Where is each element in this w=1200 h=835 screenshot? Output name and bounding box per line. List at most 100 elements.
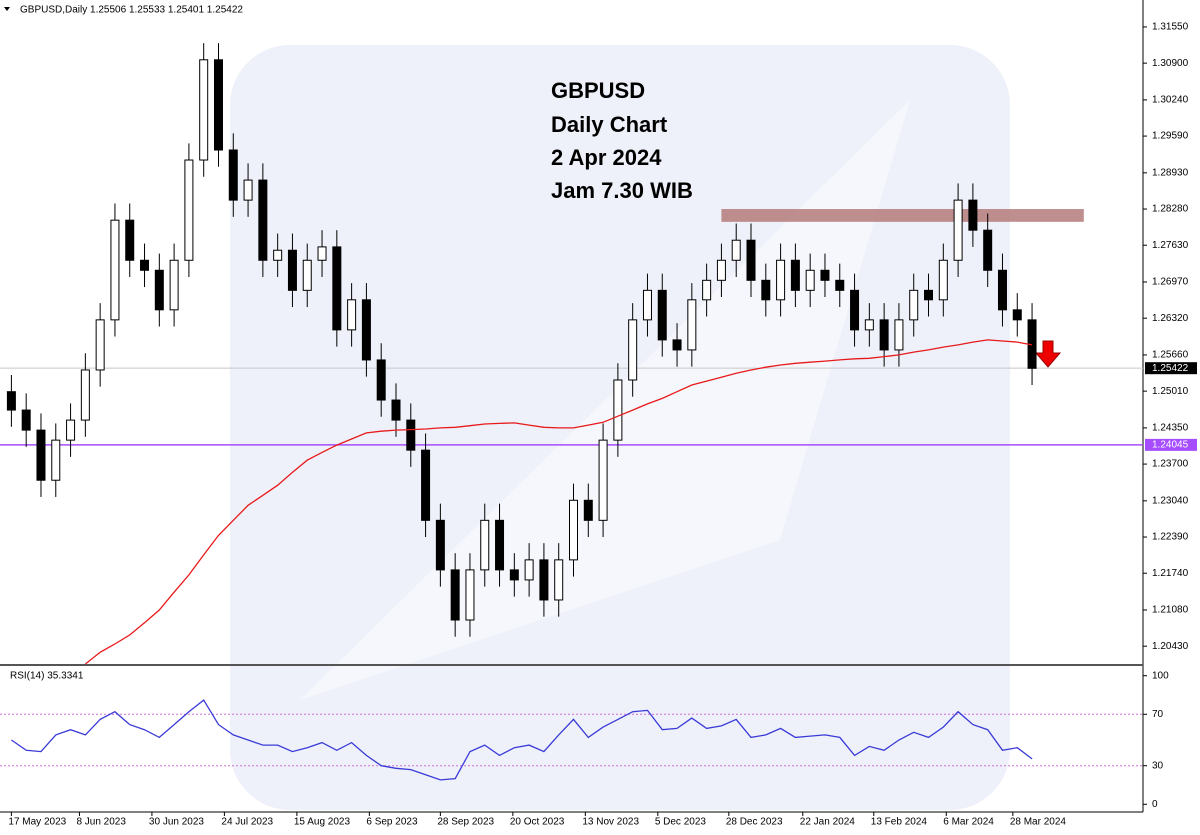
candle-body: [924, 289, 934, 301]
header: GBPUSD,Daily 1.25506 1.25533 1.25401 1.2…: [20, 5, 243, 16]
candle-body: [953, 199, 963, 261]
candle-body: [376, 359, 386, 401]
y-tick-label: 1.20430: [1152, 641, 1189, 652]
candle-body: [125, 219, 135, 261]
x-tick-label: 15 Aug 2023: [294, 817, 351, 828]
candle-body: [495, 519, 505, 571]
y-tick-label: 1.28930: [1152, 167, 1189, 178]
candle-body: [258, 179, 268, 261]
rsi-tick-label: 0: [1152, 799, 1158, 810]
candle-body: [1012, 309, 1022, 321]
candle-body: [243, 179, 253, 201]
candle-body: [228, 149, 238, 201]
rsi-tick-label: 70: [1152, 709, 1164, 720]
rsi-line: [11, 699, 1033, 781]
x-tick-label: 5 Dec 2023: [655, 817, 707, 828]
x-tick-label: 6 Mar 2024: [943, 817, 994, 828]
header-arrow: [4, 7, 10, 11]
y-tick-label: 1.26970: [1152, 277, 1189, 288]
candle-body: [95, 319, 105, 371]
candle-body: [302, 259, 312, 291]
candle-body: [938, 259, 948, 301]
y-tick-label: 1.21080: [1152, 605, 1189, 616]
candle-body: [731, 239, 741, 261]
candle-body: [273, 249, 283, 261]
resistance-zone: [721, 209, 1084, 222]
watermark-shape: [300, 100, 910, 700]
candle-body: [332, 246, 342, 331]
y-tick-label: 1.23040: [1152, 495, 1189, 506]
y-tick-label: 1.30900: [1152, 58, 1189, 69]
candle-body: [997, 269, 1007, 311]
candle-body: [790, 259, 800, 291]
candle-body: [642, 289, 652, 321]
down-arrow: [1034, 340, 1062, 368]
candle-body: [657, 289, 667, 341]
x-tick-label: 13 Nov 2023: [582, 817, 639, 828]
candle-body: [465, 569, 475, 621]
candle-body: [850, 289, 860, 331]
y-tick-label: 1.25660: [1152, 350, 1189, 361]
rsi-tick-label: 100: [1152, 670, 1169, 681]
price-label: 1.24045: [1152, 440, 1189, 451]
candle-body: [569, 499, 578, 561]
candle-body: [184, 159, 194, 261]
candle-body: [864, 319, 874, 331]
candle-body: [776, 259, 786, 301]
candle-body: [716, 259, 726, 281]
candle-body: [199, 59, 209, 161]
rsi-label: RSI(14) 35.3341: [10, 671, 84, 682]
candle-body: [968, 199, 978, 231]
price-label: 1.25422: [1152, 363, 1189, 374]
moving-average: [84, 339, 1033, 665]
candle-body: [36, 429, 46, 481]
y-tick-label: 1.27630: [1152, 240, 1189, 251]
x-tick-label: 17 May 2023: [8, 817, 66, 828]
x-tick-label: 28 Sep 2023: [437, 817, 494, 828]
x-tick-label: 6 Sep 2023: [366, 817, 418, 828]
x-tick-label: 28 Dec 2023: [726, 817, 783, 828]
candle-body: [628, 319, 638, 381]
candle-body: [361, 299, 371, 361]
x-tick-label: 20 Oct 2023: [510, 817, 565, 828]
candle-body: [435, 519, 445, 571]
x-tick-label: 8 Jun 2023: [76, 817, 126, 828]
candle-body: [983, 229, 993, 271]
candle-body: [687, 299, 697, 351]
annotation: Jam 7.30 WIB: [551, 178, 693, 203]
candle-body: [820, 269, 830, 281]
candle-body: [894, 319, 904, 351]
y-tick-label: 1.26320: [1152, 313, 1189, 324]
y-tick-label: 1.22390: [1152, 532, 1189, 543]
candle-body: [805, 269, 815, 291]
y-tick-label: 1.21740: [1152, 568, 1189, 579]
candle-body: [110, 219, 120, 321]
candle-body: [154, 269, 164, 311]
candle-body: [509, 569, 519, 581]
annotation: 2 Apr 2024: [551, 145, 662, 170]
price-label-box: [1145, 362, 1197, 375]
y-tick-label: 1.28280: [1152, 204, 1189, 215]
candle-body: [879, 319, 889, 351]
candle-body: [909, 289, 919, 321]
rsi-tick-label: 30: [1152, 760, 1164, 771]
x-tick-label: 28 Mar 2024: [1010, 817, 1067, 828]
candle-body: [583, 499, 593, 521]
annotation: GBPUSD: [551, 78, 645, 103]
annotation: Daily Chart: [551, 112, 668, 137]
x-tick-label: 13 Feb 2024: [871, 817, 928, 828]
y-tick-label: 1.31550: [1152, 22, 1189, 33]
y-tick-label: 1.24350: [1152, 423, 1189, 434]
x-tick-label: 22 Jan 2024: [800, 817, 855, 828]
candle-body: [539, 559, 549, 601]
candle-body: [21, 409, 31, 431]
candle-body: [213, 59, 223, 151]
candle-body: [672, 339, 682, 351]
x-tick-label: 30 Jun 2023: [149, 817, 204, 828]
candle-body: [406, 419, 416, 451]
candle-body: [524, 559, 534, 581]
candle-body: [169, 259, 179, 311]
candle-body: [746, 239, 756, 281]
y-tick-label: 1.30240: [1152, 95, 1189, 106]
